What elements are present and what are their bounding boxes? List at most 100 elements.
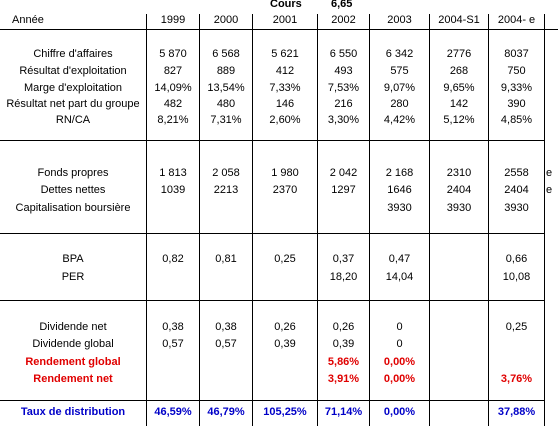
table-cell: 3,76%	[500, 373, 533, 385]
table-cell: 0,26	[274, 321, 296, 333]
header-bottom-rule	[0, 29, 558, 30]
col-divider-3	[252, 14, 253, 426]
table-cell: 8037	[504, 48, 529, 60]
table-cell: 0,57	[162, 338, 184, 350]
table-cell: 2310	[446, 167, 472, 179]
table-cell: 9,33%	[500, 82, 533, 94]
table-cell: 390	[507, 98, 526, 110]
table-cell	[430, 372, 488, 387]
table-cell: 3930	[504, 202, 529, 214]
table-cell: 2,60%	[269, 114, 301, 126]
table-cell	[430, 337, 488, 352]
table-cell: 142	[449, 98, 469, 110]
table-cell	[147, 270, 199, 285]
table-cell: 0,25	[505, 321, 528, 333]
table-cell: 827	[163, 65, 183, 77]
table-cell	[489, 337, 544, 352]
table-cell: 8,21%	[157, 114, 189, 126]
section-rule-3	[0, 300, 545, 301]
row-label: Rendement net	[33, 373, 113, 385]
table-cell: 1646	[387, 184, 412, 196]
table-cell: 3,30%	[327, 114, 360, 126]
table-cell: 4,42%	[383, 114, 416, 126]
table-cell	[200, 372, 252, 387]
table-cell: 105,25%	[263, 406, 307, 418]
table-cell	[147, 372, 199, 387]
table-cell: 216	[334, 98, 353, 110]
table-cell: 13,54%	[207, 82, 245, 94]
table-cell	[430, 270, 488, 285]
table-cell: 493	[334, 65, 353, 77]
table-cell: 7,33%	[269, 82, 301, 94]
row-label: Dettes nettes	[40, 184, 106, 196]
table-cell: 0,39	[274, 338, 296, 350]
table-cell: 0,39	[332, 338, 355, 350]
table-cell: 14,09%	[154, 82, 192, 94]
table-cell: 146	[275, 98, 295, 110]
table-cell: 5 870	[159, 48, 187, 60]
table-cell: 2 058	[212, 167, 240, 179]
table-cell: 37,88%	[497, 406, 536, 418]
table-cell: 9,07%	[383, 82, 416, 94]
table-cell: 2370	[272, 184, 298, 196]
year-header: 2004-S1	[438, 14, 480, 26]
table-cell: 268	[449, 65, 469, 77]
table-cell	[430, 252, 488, 267]
table-cell	[318, 201, 369, 216]
table-cell: 2404	[446, 184, 472, 196]
table-cell: 2213	[213, 184, 239, 196]
table-cell: 4,85%	[500, 114, 533, 126]
table-cell	[147, 201, 199, 216]
year-header: 2000	[213, 14, 239, 26]
row-label: Dividende net	[39, 321, 107, 333]
cours-label: Cours	[270, 0, 302, 10]
table-cell: 0,57	[215, 338, 237, 350]
table-cell: 412	[275, 65, 295, 77]
cours-value: 6,65	[331, 0, 353, 10]
table-cell: 7,53%	[327, 82, 360, 94]
row-label: PER	[61, 271, 85, 283]
table-cell: 0,00%	[383, 373, 416, 385]
col-divider-7	[488, 14, 489, 426]
table-cell: 5,86%	[327, 356, 360, 368]
table-cell: 9,65%	[443, 82, 475, 94]
table-cell: 2404	[504, 184, 529, 196]
table-cell: 480	[216, 98, 236, 110]
table-cell: 2 042	[329, 167, 358, 179]
table-cell: 1 813	[159, 167, 187, 179]
table-cell: 2776	[446, 48, 472, 60]
table-cell	[253, 201, 317, 216]
table-cell: 1297	[331, 184, 356, 196]
col-divider-4	[317, 14, 318, 426]
table-cell: 0,00%	[383, 406, 416, 418]
table-cell: 2 168	[385, 167, 414, 179]
table-cell: 2558	[504, 167, 529, 179]
table-cell: 46,59%	[154, 406, 192, 418]
row-label: BPA	[62, 253, 84, 265]
table-cell: 71,14%	[324, 406, 363, 418]
table-cell	[430, 320, 488, 335]
table-cell: 5 621	[271, 48, 299, 60]
row-label: Dividende global	[32, 338, 114, 350]
table-cell: 575	[390, 65, 409, 77]
section-rule-4	[0, 400, 545, 401]
table-cell	[253, 372, 317, 387]
table-cell: 0,37	[332, 253, 355, 265]
year-header: 2002	[331, 14, 356, 26]
table-cell: 7,31%	[210, 114, 242, 126]
table-cell: 482	[163, 98, 183, 110]
table-cell: 3,91%	[327, 373, 360, 385]
table-cell: 0	[396, 338, 403, 350]
table-cell: 10,08	[502, 271, 531, 283]
table-cell: 6 550	[329, 48, 358, 60]
table-cell: 0,66	[505, 253, 528, 265]
table-cell	[430, 355, 488, 370]
year-header: 1999	[160, 14, 186, 26]
table-cell: 0,82	[162, 253, 184, 265]
year-header: 2003	[387, 14, 412, 26]
table-cell: 46,79%	[207, 406, 245, 418]
table-cell	[253, 270, 317, 285]
row-label: Chiffre d'affaires	[33, 48, 113, 60]
estimate-suffix: e	[546, 184, 553, 196]
